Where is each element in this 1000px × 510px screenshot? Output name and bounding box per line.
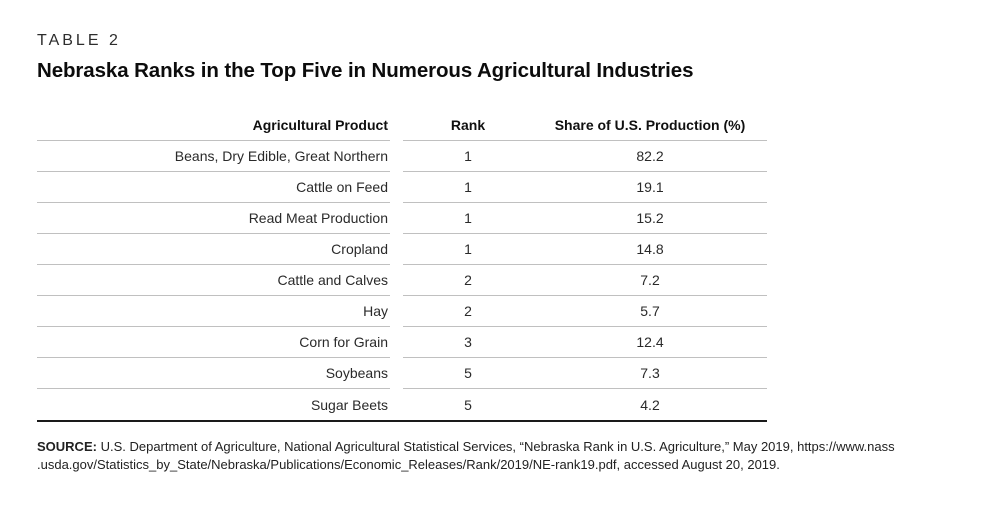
table-header-row: Agricultural Product Rank Share of U.S. … — [37, 110, 767, 141]
table-row: Beans, Dry Edible, Great Northern 1 82.2 — [37, 141, 767, 172]
table-row: Read Meat Production 1 15.2 — [37, 203, 767, 234]
source-line1: U.S. Department of Agriculture, National… — [100, 439, 895, 454]
column-gap — [390, 389, 403, 420]
share-cell: 82.2 — [533, 141, 767, 172]
table-row: Corn for Grain 3 12.4 — [37, 327, 767, 358]
product-cell: Cattle on Feed — [37, 172, 390, 203]
data-table: Agricultural Product Rank Share of U.S. … — [37, 110, 767, 422]
product-cell: Hay — [37, 296, 390, 327]
column-gap — [390, 203, 403, 234]
product-cell: Sugar Beets — [310, 396, 388, 413]
share-cell: 15.2 — [533, 203, 767, 234]
column-gap — [390, 141, 403, 172]
source-label: SOURCE: — [37, 439, 97, 454]
share-cell: 4.2 — [640, 396, 660, 413]
column-gap — [390, 358, 403, 389]
rank-cell: 5 — [464, 396, 472, 413]
source-note: SOURCE: U.S. Department of Agriculture, … — [37, 438, 965, 474]
share-cell: 19.1 — [533, 172, 767, 203]
product-cell: Beans, Dry Edible, Great Northern — [37, 141, 390, 172]
table-row: Soybeans 5 7.3 — [37, 358, 767, 389]
table-row: Cropland 1 14.8 — [37, 234, 767, 265]
column-gap — [390, 172, 403, 203]
share-cell: 5.7 — [533, 296, 767, 327]
product-cell: Read Meat Production — [37, 203, 390, 234]
rank-cell: 5 — [403, 358, 533, 389]
column-gap — [390, 296, 403, 327]
column-gap — [390, 234, 403, 265]
table-row: Hay 2 5.7 — [37, 296, 767, 327]
share-cell: 14.8 — [533, 234, 767, 265]
column-header-share: Share of U.S. Production (%) — [533, 110, 767, 141]
product-cell: Cattle and Calves — [37, 265, 390, 296]
share-cell: 12.4 — [533, 327, 767, 358]
column-gap — [390, 265, 403, 296]
share-cell: 7.2 — [533, 265, 767, 296]
rank-cell: 1 — [403, 234, 533, 265]
product-cell: Soybeans — [37, 358, 390, 389]
column-header-rank: Rank — [403, 110, 533, 141]
table-row: Cattle on Feed 1 19.1 — [37, 172, 767, 203]
table-bottom-rule — [37, 420, 767, 422]
rank-cell: 1 — [403, 141, 533, 172]
rank-cell: 2 — [403, 296, 533, 327]
table-body: Beans, Dry Edible, Great Northern 1 82.2… — [37, 141, 767, 420]
product-cell: Cropland — [37, 234, 390, 265]
table-title: Nebraska Ranks in the Top Five in Numero… — [37, 59, 694, 82]
column-gap — [390, 110, 403, 141]
table-label: TABLE 2 — [37, 32, 121, 49]
product-cell: Corn for Grain — [37, 327, 390, 358]
rank-cell: 2 — [403, 265, 533, 296]
table-row: Sugar Beets 5 4.2 — [37, 389, 767, 420]
source-line2: .usda.gov/Statistics_by_State/Nebraska/P… — [37, 457, 780, 472]
column-header-product: Agricultural Product — [37, 110, 390, 141]
rank-cell: 1 — [403, 203, 533, 234]
rank-cell: 1 — [403, 172, 533, 203]
rank-cell: 3 — [403, 327, 533, 358]
column-gap — [390, 327, 403, 358]
table-row: Cattle and Calves 2 7.2 — [37, 265, 767, 296]
share-cell: 7.3 — [533, 358, 767, 389]
